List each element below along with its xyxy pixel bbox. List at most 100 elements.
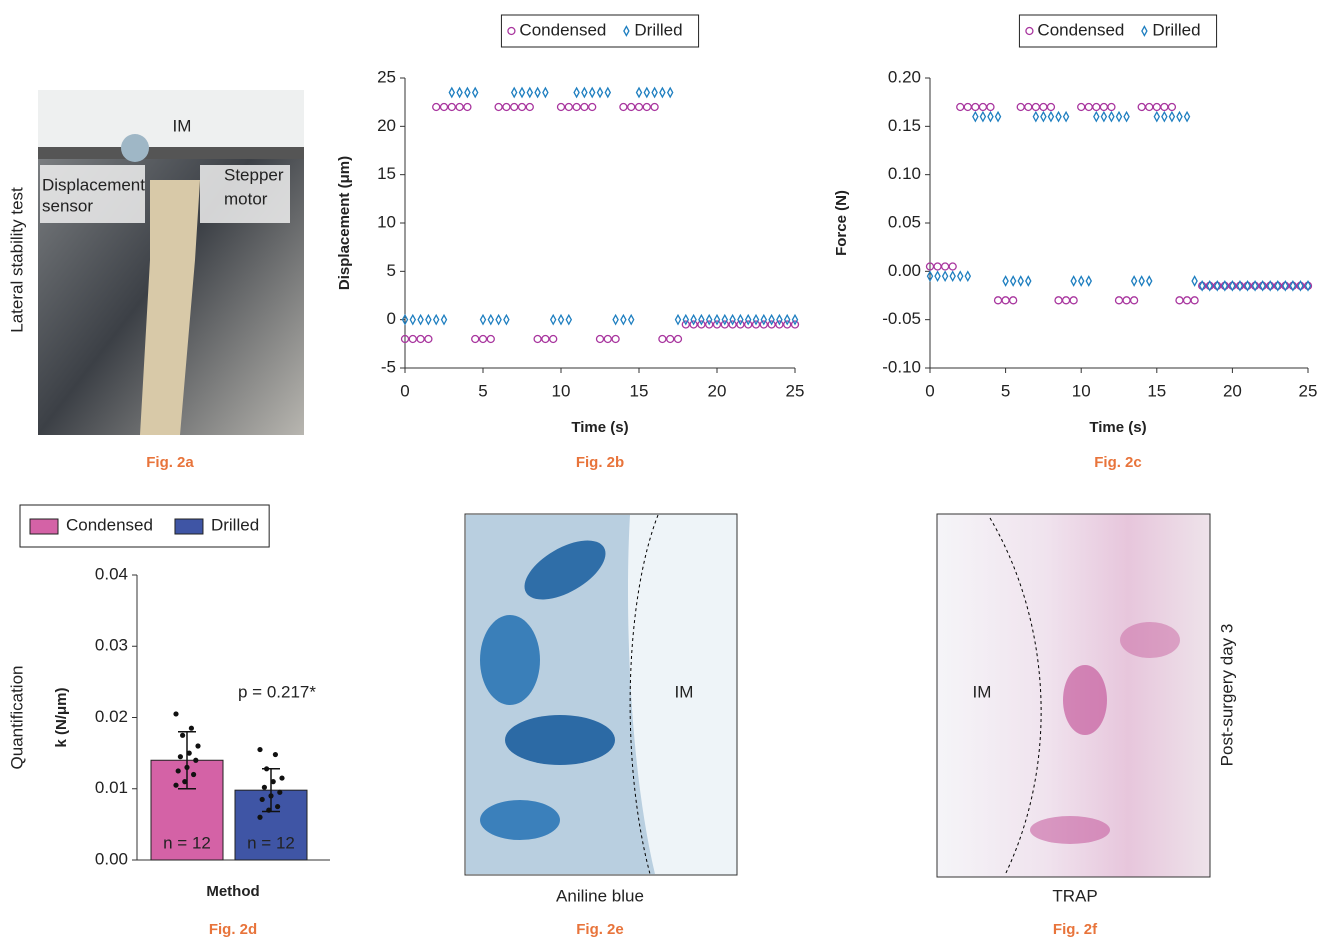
point (1131, 297, 1138, 304)
point (487, 336, 494, 343)
y-tick-label: 0.05 (888, 212, 921, 231)
caption: Fig. 2e (576, 921, 624, 938)
im-label: IM (173, 116, 192, 135)
y-tick-label: 5 (387, 261, 396, 280)
point (1003, 277, 1008, 286)
data-point (264, 766, 269, 771)
point (683, 315, 688, 324)
point (1191, 297, 1198, 304)
data-point (271, 779, 276, 784)
point (964, 104, 971, 111)
y-axis-label: Force (N) (833, 190, 850, 256)
point (542, 336, 549, 343)
point (1116, 297, 1123, 304)
point (434, 315, 439, 324)
point (1139, 277, 1144, 286)
data-point (277, 790, 282, 795)
point (604, 336, 611, 343)
point (1169, 112, 1174, 121)
data-point (275, 804, 280, 809)
im-label: IM (973, 682, 992, 701)
point (707, 315, 712, 324)
point (511, 104, 518, 111)
data-point (257, 815, 262, 820)
x-axis-label: Method (206, 883, 259, 900)
y-tick-label: -5 (381, 357, 396, 376)
point (652, 88, 657, 97)
point (1184, 297, 1191, 304)
point (934, 263, 941, 270)
point (442, 315, 447, 324)
caption: Fig. 2f (1053, 921, 1098, 938)
point (1085, 104, 1092, 111)
x-tick-label: 15 (1147, 381, 1166, 400)
x-tick-label: 20 (1223, 381, 1242, 400)
point (590, 88, 595, 97)
point (1123, 297, 1130, 304)
point (1025, 104, 1032, 111)
point (1185, 112, 1190, 121)
motor-label: Stepper (224, 165, 284, 184)
point (526, 104, 533, 111)
point (995, 297, 1002, 304)
point (512, 88, 517, 97)
point (612, 336, 619, 343)
data-point (184, 765, 189, 770)
point (942, 263, 949, 270)
x-tick-label: 10 (552, 381, 571, 400)
point (425, 336, 432, 343)
point (1079, 277, 1084, 286)
data-point (266, 808, 271, 813)
point (1056, 112, 1061, 121)
point (496, 315, 501, 324)
point (551, 315, 556, 324)
point (1033, 112, 1038, 121)
point (433, 104, 440, 111)
point (1153, 104, 1160, 111)
group-label: Quantification (7, 666, 26, 770)
point (943, 272, 948, 281)
figure: Lateral stability test IM Displacement s… (0, 0, 1327, 943)
point (1101, 112, 1106, 121)
x-axis-label: Time (s) (1089, 419, 1146, 436)
x-tick-label: 10 (1072, 381, 1091, 400)
x-tick-label: 0 (400, 381, 409, 400)
point (965, 272, 970, 281)
point (503, 104, 510, 111)
point (667, 336, 674, 343)
data-point (180, 733, 185, 738)
point (1047, 104, 1054, 111)
point (980, 112, 985, 121)
x-tick-label: 5 (1001, 381, 1010, 400)
point (660, 88, 665, 97)
point (785, 315, 790, 324)
y-tick-label: 0.00 (888, 261, 921, 280)
legend-swatch (30, 519, 58, 534)
motor-label: motor (224, 189, 268, 208)
y-tick-label: 0.04 (95, 564, 128, 583)
point (628, 104, 635, 111)
y-tick-label: 25 (377, 67, 396, 86)
data-point (189, 726, 194, 731)
point (1132, 277, 1137, 286)
point (1018, 277, 1023, 286)
caption: Fig. 2b (576, 454, 624, 471)
legend-label: Drilled (1152, 20, 1200, 39)
annotation: p = 0.217* (238, 682, 316, 701)
point (1048, 112, 1053, 121)
point (598, 88, 603, 97)
legend-label: Condensed (519, 20, 606, 39)
point (950, 272, 955, 281)
legend-label: Condensed (1037, 20, 1124, 39)
point (675, 336, 682, 343)
point (1071, 277, 1076, 286)
data-point (176, 768, 181, 773)
y-tick-label: 0.20 (888, 67, 921, 86)
x-tick-label: 0 (925, 381, 934, 400)
point (1138, 104, 1145, 111)
point (644, 88, 649, 97)
point (456, 104, 463, 111)
point (519, 104, 526, 111)
point (769, 315, 774, 324)
point (1100, 104, 1107, 111)
